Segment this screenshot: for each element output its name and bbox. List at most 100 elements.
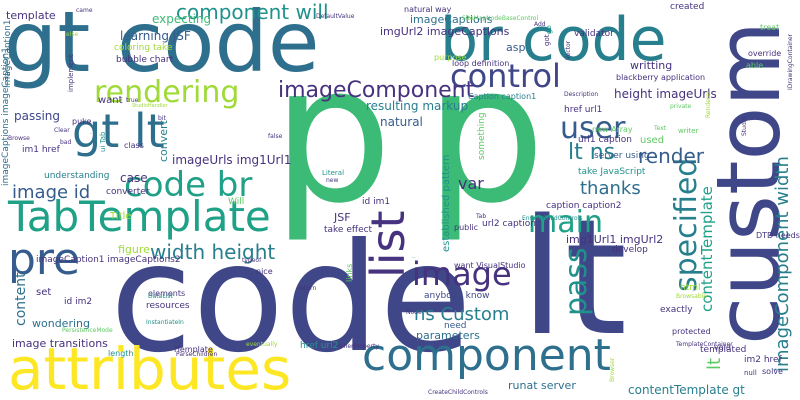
word-puke: puke — [72, 117, 92, 126]
word-persistencemode: PersistenceMode — [62, 327, 113, 334]
word-void: void — [714, 343, 731, 352]
word-description: Description — [564, 91, 599, 98]
word-rendering: rendering — [94, 75, 240, 110]
word-title: Title — [110, 211, 132, 222]
word-imagecomponent-width: imageComponent width — [772, 156, 793, 372]
word-caption-caption2: caption caption2 — [546, 201, 622, 211]
word-wondering: wondering — [32, 317, 90, 330]
word-caption-caption1: Caption caption1 — [468, 92, 537, 101]
word-return: return — [298, 285, 317, 292]
word-br-code: br code — [440, 5, 667, 75]
word-class: class — [124, 141, 144, 150]
word-node: Node — [406, 309, 422, 316]
word-false: false — [268, 133, 283, 140]
word-new: new — [326, 177, 339, 184]
word-imgurl2-imagecaptions: imgUrl2 imageCaptions — [380, 25, 510, 38]
word-protected: protected — [672, 327, 711, 336]
word-url2-caption: url2 caption — [482, 219, 536, 229]
word-imagecaptions: imageCaptions — [410, 13, 493, 26]
word-ensurechildcontrols: EnsureChildControls — [522, 215, 583, 222]
word-browse: Browse — [8, 135, 30, 142]
word-writting: writting — [630, 59, 673, 72]
word-image-id: image id — [12, 182, 91, 203]
word-createchildcontrols: CreateChildControls — [428, 389, 488, 396]
word-established-pattern: established pattern — [441, 154, 452, 252]
word-figure: figure — [118, 243, 150, 256]
word-tabtemplate: TabTemplate — [8, 192, 271, 241]
word-itemplate: ITemplate — [174, 345, 213, 354]
word-treat: treat — [760, 23, 780, 32]
word-gt-code: gt code — [4, 0, 320, 91]
word-blackberry-application: blackberry application — [616, 73, 706, 82]
word-typeof: typeof — [242, 257, 262, 264]
word-idrawingcontainer: IDrawingContainer — [787, 33, 794, 90]
word-exactly: exactly — [660, 305, 693, 315]
word-elements: elements — [148, 289, 186, 298]
word-component: component — [362, 330, 611, 381]
word-length: length — [108, 349, 134, 358]
word-develop: develop — [612, 245, 648, 255]
word-nice: nice — [256, 267, 273, 276]
word-set: set — [36, 287, 52, 298]
word-expecting: expecting — [152, 12, 212, 26]
word-code-big: code — [110, 212, 472, 386]
word-got: got — [543, 34, 551, 46]
word-true: true — [126, 97, 139, 104]
word-created: created — [670, 2, 705, 12]
word-override: override — [748, 49, 782, 58]
word-id-im2: id im2 — [64, 297, 93, 307]
word-defaultvalue: DefaultValue — [316, 13, 355, 20]
word-img1url1-imgurl2: img1Url1 imgUrl2 — [566, 233, 664, 246]
word-p-1: p — [272, 24, 393, 245]
word-came: came — [76, 7, 93, 14]
word-loop-definition: loop definition — [452, 59, 510, 68]
word-solve: solve — [762, 367, 783, 376]
word-browsable: Browsable — [676, 293, 707, 300]
word-href-url1: href url1 — [564, 105, 603, 115]
word-able: able — [746, 61, 764, 70]
word-public: public — [454, 223, 479, 232]
word-code-br: code br — [124, 165, 253, 205]
word-p-2: p — [425, 24, 546, 245]
word-need: need — [444, 321, 467, 331]
word-links: links — [345, 263, 354, 282]
word-title-small: Title — [90, 134, 93, 135]
word-asp: asp — [506, 41, 526, 54]
word-datalist: DataList — [148, 293, 173, 300]
word-resources: resources — [146, 301, 190, 311]
word-render: render — [638, 144, 704, 168]
word-attributes: attributes — [8, 335, 292, 400]
word-literal: Literal — [322, 169, 345, 177]
word-image: image — [412, 255, 512, 293]
word-converter: converter — [106, 187, 150, 197]
word-convert: convert — [157, 120, 170, 162]
word-lt-big: lt — [520, 184, 628, 371]
word-imagecaptions-imagecaption1: imageCaptions imageCaption1 — [1, 47, 11, 186]
word-pass: pass — [559, 247, 594, 316]
word-studiohandler: StudioHandler — [132, 103, 168, 109]
word-thanks: thanks — [412, 258, 416, 259]
word-image-transitions: image transitions — [12, 337, 108, 350]
word-text: Text — [654, 125, 667, 132]
word-resulting-markup: resulting markup — [366, 99, 469, 113]
word-browser: Browser — [609, 357, 616, 382]
word-dtd-needs: DTD needs — [756, 231, 800, 240]
word-something: something — [477, 112, 487, 160]
word-take-javascript: take JavaScript — [578, 167, 646, 177]
word-templated: templated — [700, 345, 747, 355]
word-lt-ns: lt ns — [566, 110, 569, 111]
word-href-url2: href url2 — [300, 341, 339, 351]
word-else: else — [66, 31, 79, 38]
word-case: case — [120, 171, 148, 185]
word-used: used — [640, 135, 665, 146]
word-parameters: parameters — [416, 329, 480, 342]
word-width-height: width height — [150, 240, 276, 264]
word-null: null — [744, 369, 757, 377]
word-url1-caption: url1 caption — [578, 135, 632, 145]
word-passing: passing — [14, 109, 61, 123]
word-add: Add — [534, 21, 546, 28]
word-imagecomponent: imageComponent — [278, 78, 475, 103]
word-component-will: component will — [176, 0, 329, 24]
word-list: list — [361, 210, 415, 278]
